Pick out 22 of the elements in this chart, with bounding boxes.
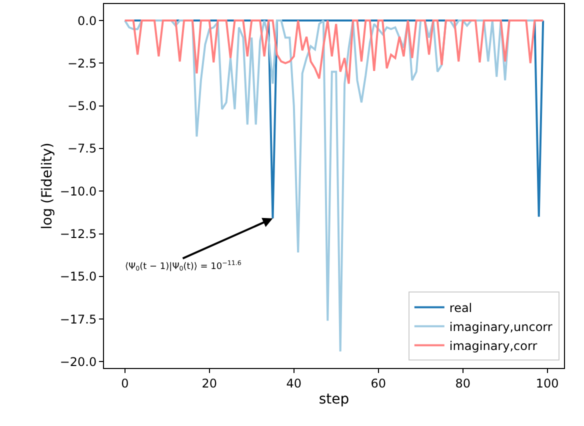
legend-label: imaginary,corr <box>449 338 538 353</box>
x-tick-label: 100 <box>536 376 559 390</box>
y-tick-label: −12.5 <box>60 226 97 241</box>
y-axis-title: log (Fidelity) <box>39 142 56 230</box>
line-series <box>124 20 544 85</box>
y-tick-label: −10.0 <box>60 184 97 198</box>
x-tick-label: 20 <box>202 376 218 390</box>
annotation: ⟨Ψ$_{0}$(t − 1)|Ψ$_{0}$(t)⟩ = 10$^{−11.6}$ <box>125 260 242 273</box>
y-tick-label: −7.5 <box>67 142 97 156</box>
x-tick-label: 60 <box>370 376 386 390</box>
y-tick-label: −20.0 <box>60 354 97 369</box>
y-tick-label: −2.5 <box>67 56 97 70</box>
x-axis-title: step <box>318 392 350 408</box>
y-tick-label: 0.0 <box>78 14 97 28</box>
y-tick-label: −15.0 <box>60 270 97 284</box>
legend-label: real <box>449 300 472 315</box>
x-tick-label: 80 <box>455 376 470 390</box>
y-tick-label: −17.5 <box>60 312 97 326</box>
y-tick-label: −5.0 <box>67 99 97 114</box>
x-tick-label: 0 <box>121 376 129 390</box>
x-tick-label: 40 <box>286 376 302 390</box>
legend-label: imaginary,uncorr <box>449 320 552 334</box>
